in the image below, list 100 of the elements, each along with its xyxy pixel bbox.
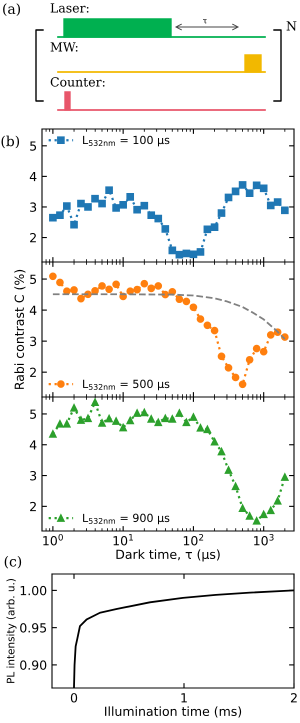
legend-label: L$_{532nm}$ = 100 μs — [83, 136, 170, 146]
point — [204, 321, 212, 330]
point — [56, 278, 64, 286]
point — [84, 414, 92, 422]
point — [63, 420, 71, 428]
point — [182, 250, 190, 258]
point — [98, 419, 106, 427]
point — [140, 280, 148, 288]
point — [196, 248, 204, 256]
point — [260, 184, 268, 192]
point — [49, 430, 57, 438]
y-tick-label: 0.95 — [20, 623, 46, 633]
point — [126, 287, 134, 295]
point — [161, 414, 170, 422]
point — [70, 404, 78, 412]
point — [182, 298, 190, 306]
point — [154, 282, 162, 290]
y-tick-label: 2 — [30, 368, 36, 377]
point — [70, 286, 78, 294]
point — [105, 285, 113, 294]
y-tick-label: 4 — [30, 172, 36, 182]
point — [140, 202, 148, 210]
point — [49, 272, 57, 280]
y-tick-label: 3 — [30, 471, 36, 480]
legend-label: L$_{532nm}$ = 900 μs — [83, 514, 170, 524]
x-tick-label: 10$^{2}$ — [184, 534, 204, 546]
point — [126, 193, 134, 201]
point — [281, 206, 289, 214]
point — [252, 181, 260, 190]
point — [154, 214, 162, 222]
point — [112, 280, 120, 288]
x-tick-label: 10$^{1}$ — [114, 534, 133, 546]
y-tick-label: 3 — [30, 336, 36, 346]
point — [147, 284, 156, 292]
y-tick-label: 2 — [30, 233, 36, 242]
point — [91, 287, 99, 295]
y-tick-label: 1.00 — [20, 586, 46, 596]
x-tick-label: 2 — [290, 693, 297, 702]
point — [176, 409, 184, 417]
y-tick-label: 5 — [30, 410, 36, 419]
point — [161, 225, 170, 233]
point — [246, 189, 254, 198]
y-axis-title: PL intensity (arb. u.) — [6, 578, 17, 683]
point — [70, 220, 78, 229]
point — [168, 415, 176, 423]
point — [56, 420, 64, 428]
point — [126, 416, 134, 424]
y-tick-label: 3 — [30, 202, 36, 212]
text: N — [286, 21, 296, 31]
point — [77, 416, 85, 424]
point — [147, 415, 156, 423]
point — [274, 198, 282, 206]
point — [224, 364, 232, 372]
point — [218, 352, 226, 360]
point — [224, 194, 232, 202]
point — [210, 326, 218, 334]
point — [84, 203, 92, 211]
point — [105, 186, 113, 194]
point — [238, 380, 246, 388]
point — [77, 200, 85, 208]
point — [281, 473, 289, 481]
point — [56, 211, 64, 220]
point — [252, 517, 260, 525]
point — [133, 206, 141, 214]
point — [176, 250, 184, 258]
point — [204, 426, 212, 434]
point — [119, 201, 127, 209]
x-tick-label: 1 — [181, 693, 187, 702]
text: (a) — [3, 3, 20, 16]
point — [98, 282, 106, 290]
chart-title: (b) — [2, 136, 20, 148]
point — [266, 202, 275, 210]
point — [119, 424, 127, 432]
point — [190, 303, 198, 312]
point — [210, 223, 218, 231]
y-axis-title: Rabi contrast C (%) — [14, 270, 26, 389]
legend-label: L$_{532nm}$ = 500 μs — [83, 380, 170, 390]
point — [196, 315, 204, 323]
y-tick-label: 2 — [30, 502, 36, 512]
point — [105, 414, 113, 422]
point — [112, 417, 120, 425]
point — [147, 211, 156, 220]
point — [232, 188, 240, 196]
point — [246, 512, 254, 520]
text: τ — [203, 18, 207, 24]
point — [182, 418, 190, 426]
x-tick-label: 0 — [70, 693, 78, 703]
point — [77, 294, 85, 302]
point — [218, 209, 226, 217]
point — [260, 348, 268, 356]
point — [133, 286, 141, 294]
point — [224, 466, 232, 474]
point — [274, 496, 282, 505]
y-tick-label: 4 — [30, 440, 36, 450]
text: Laser: — [50, 3, 88, 13]
chart-title: (c) — [4, 556, 22, 569]
point — [266, 506, 275, 514]
y-tick-label: 5 — [30, 141, 36, 151]
point — [196, 424, 204, 432]
point — [98, 200, 106, 208]
